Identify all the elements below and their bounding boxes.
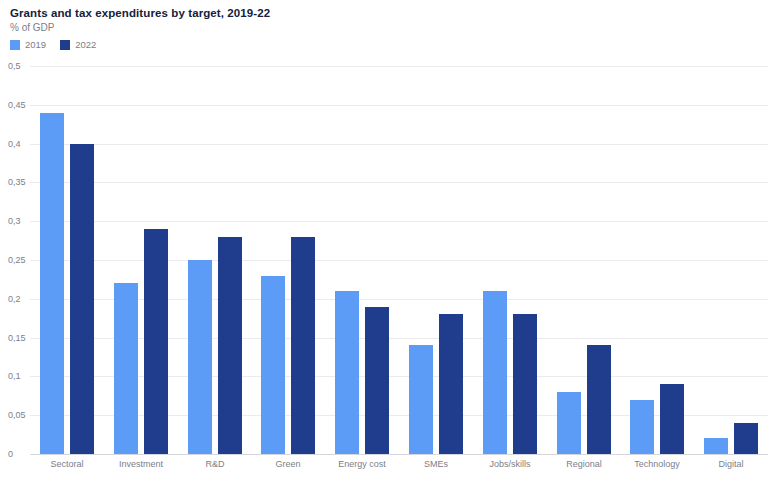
legend-item-2022[interactable]: 2022 [60,39,96,50]
bar-2019-energy-cost[interactable] [335,291,359,454]
bar-2022-digital[interactable] [734,423,758,454]
gridline [30,376,768,377]
chart-legend: 2019 2022 [10,39,96,50]
bar-2019-jobs-skills[interactable] [483,291,507,454]
x-axis-label-technology: Technology [620,459,694,469]
chart-subtitle: % of GDP [10,22,54,33]
chart-title: Grants and tax expenditures by target, 2… [10,7,270,19]
bar-2019-regional[interactable] [557,392,581,454]
x-axis-label-green: Green [251,459,325,469]
y-tick-label: 0,45 [8,100,30,110]
gridline [30,260,768,261]
x-axis-label-r-d: R&D [178,459,252,469]
bar-2022-r-d[interactable] [218,237,242,454]
legend-label-2022: 2022 [75,39,96,50]
bar-2022-smes[interactable] [439,314,463,454]
y-tick-label: 0,15 [8,333,30,343]
bar-2019-smes[interactable] [409,345,433,454]
y-tick-label: 0,25 [8,255,30,265]
x-axis-label-regional: Regional [547,459,621,469]
bar-2019-investment[interactable] [114,283,138,454]
y-tick-label: 0,05 [8,410,30,420]
bar-2022-regional[interactable] [587,345,611,454]
x-axis-line [30,454,768,455]
y-tick-label: 0 [8,449,30,459]
y-tick-label: 0,35 [8,177,30,187]
y-tick-label: 0,1 [8,371,30,381]
bar-2019-r-d[interactable] [188,260,212,454]
gridline [30,338,768,339]
chart-container: Grants and tax expenditures by target, 2… [0,0,768,488]
legend-label-2019: 2019 [25,39,46,50]
x-axis-label-energy-cost: Energy cost [325,459,399,469]
legend-swatch-2022 [60,40,70,50]
bar-2019-sectoral[interactable] [40,113,64,454]
gridline [30,221,768,222]
gridline [30,182,768,183]
bar-2022-technology[interactable] [660,384,684,454]
x-axis-label-smes: SMEs [399,459,473,469]
x-axis-label-sectoral: Sectoral [30,459,104,469]
gridline [30,66,768,67]
x-axis-label-investment: Investment [104,459,178,469]
bar-2022-sectoral[interactable] [70,144,94,454]
gridline [30,299,768,300]
bar-2022-green[interactable] [291,237,315,454]
bar-2019-green[interactable] [261,276,285,454]
x-axis-label-jobs-skills: Jobs/skills [473,459,547,469]
y-tick-label: 0,4 [8,139,30,149]
gridline [30,144,768,145]
gridline [30,415,768,416]
bar-2019-technology[interactable] [630,400,654,454]
legend-item-2019[interactable]: 2019 [10,39,46,50]
bar-2022-energy-cost[interactable] [365,307,389,454]
y-tick-label: 0,5 [8,61,30,71]
legend-swatch-2019 [10,40,20,50]
y-tick-label: 0,3 [8,216,30,226]
y-tick-label: 0,2 [8,294,30,304]
gridline [30,105,768,106]
bar-2022-investment[interactable] [144,229,168,454]
x-axis-label-digital: Digital [694,459,768,469]
bar-2019-digital[interactable] [704,438,728,454]
bar-2022-jobs-skills[interactable] [513,314,537,454]
